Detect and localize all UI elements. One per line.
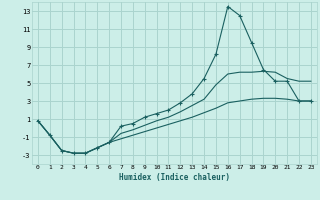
X-axis label: Humidex (Indice chaleur): Humidex (Indice chaleur) — [119, 173, 230, 182]
